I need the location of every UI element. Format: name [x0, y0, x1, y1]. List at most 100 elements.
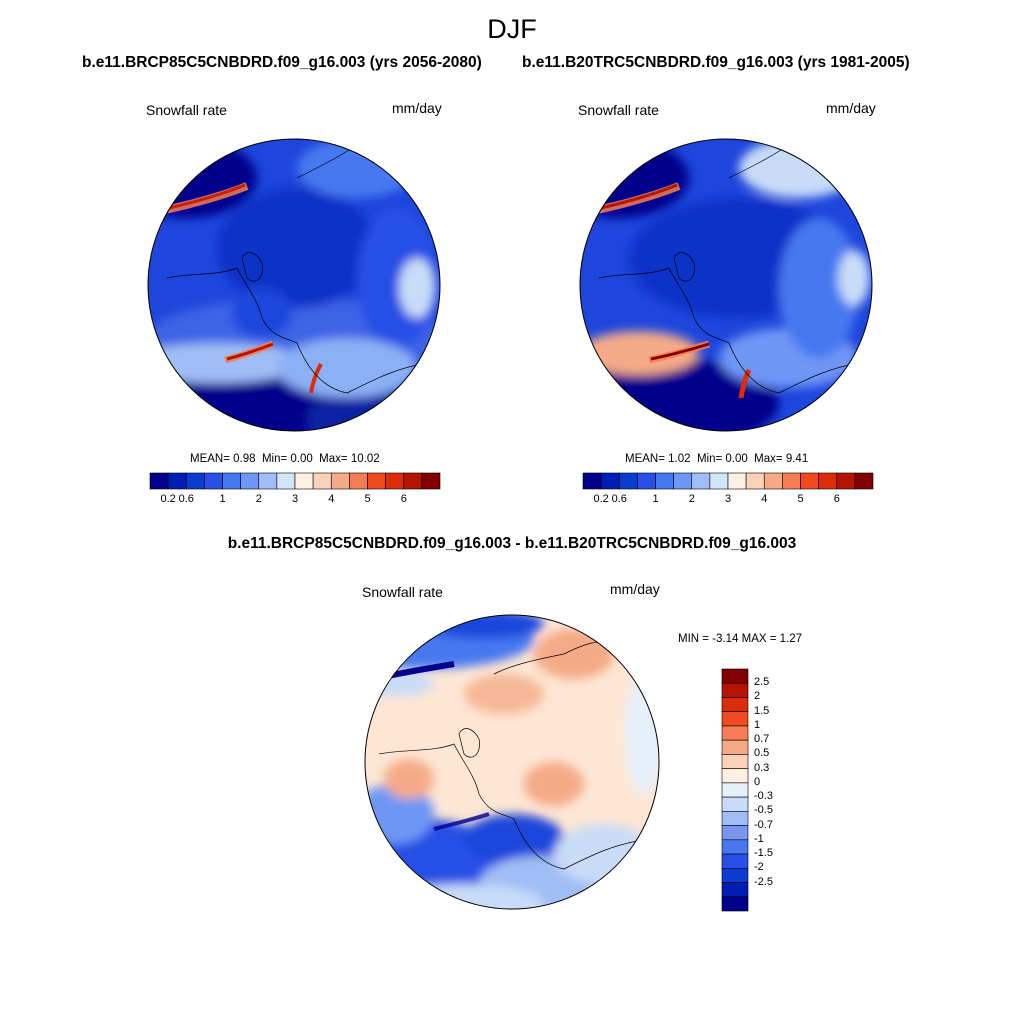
- colorbar-historical-tick-label: 4: [761, 493, 768, 505]
- map-historical: [579, 138, 873, 432]
- colorbar-historical-tick-label: 6: [833, 493, 840, 505]
- colorbar-difference-tick-label: -2: [754, 861, 764, 874]
- difference-max-value: 1.27: [779, 633, 803, 645]
- colorbar-future-swatch: [349, 472, 368, 490]
- colorbar-difference-tick-label: -0.3: [754, 790, 773, 803]
- colorbar-difference: [721, 668, 749, 912]
- colorbar-historical-ticks: 0.2 0.6 1 2 3 4 5 6: [583, 493, 873, 507]
- panel-future-units: mm/day: [392, 100, 442, 116]
- colorbar-future: [149, 472, 441, 490]
- colorbar-historical-swatch: [709, 472, 729, 490]
- colorbar-future-swatch: [421, 472, 441, 490]
- colorbar-historical-swatch: [745, 472, 765, 490]
- colorbar-difference-swatch: [721, 796, 749, 812]
- panel-historical-max-label: Max=: [754, 453, 783, 465]
- colorbar-historical-swatch: [818, 472, 838, 490]
- panel-future-mean-label: MEAN=: [190, 453, 230, 465]
- panel-historical-mean-value: 1.02: [668, 453, 691, 465]
- colorbar-difference-swatch: [721, 896, 749, 912]
- colorbar-historical-swatch: [782, 472, 801, 490]
- colorbar-future-swatch: [222, 472, 241, 490]
- season-title: DJF: [487, 14, 537, 44]
- colorbar-historical: [582, 472, 874, 490]
- colorbar-historical-swatch: [673, 472, 693, 490]
- difference-title: b.e11.BRCP85C5CNBDRD.f09_g16.003 - b.e11…: [227, 535, 797, 552]
- panel-future-max-label: Max=: [319, 453, 348, 465]
- colorbar-difference-tick-label: 1: [754, 718, 761, 731]
- colorbar-difference-tick-label: 1.5: [754, 704, 770, 717]
- panel-historical-min-value: 0.00: [725, 453, 748, 465]
- colorbar-difference-tick-label: -2.5: [754, 875, 773, 888]
- colorbar-difference-swatch: [721, 811, 749, 826]
- colorbar-difference-swatch: [721, 839, 749, 855]
- colorbar-difference-swatch: [721, 782, 749, 798]
- colorbar-future-tick-label: 3: [291, 493, 299, 505]
- panel-historical-max-value: 9.41: [785, 453, 809, 465]
- colorbar-historical-swatch: [763, 472, 783, 490]
- colorbar-difference-tick-label: 0.7: [754, 733, 770, 746]
- panel-future-min-label: Min=: [261, 453, 288, 465]
- colorbar-historical-swatch: [836, 472, 856, 490]
- colorbar-future-swatch: [149, 472, 169, 490]
- colorbar-historical-swatch: [582, 472, 602, 490]
- panel-historical-units: mm/day: [826, 100, 876, 116]
- colorbar-historical-swatch: [854, 472, 874, 490]
- colorbar-difference-tick-label: 0.5: [754, 747, 770, 760]
- colorbar-future-swatch: [294, 472, 314, 490]
- map-future: [147, 138, 441, 432]
- colorbar-difference-tick-label: -0.5: [754, 804, 773, 817]
- difference-variable: Snowfall rate: [362, 584, 443, 600]
- colorbar-future-swatch: [258, 472, 278, 490]
- colorbar-difference-tick-label: -1.5: [754, 847, 773, 860]
- colorbar-difference-swatch: [721, 882, 749, 898]
- colorbar-historical-swatch: [618, 472, 638, 490]
- colorbar-difference-tick-label: 0: [754, 775, 761, 788]
- colorbar-difference-swatch: [721, 853, 749, 869]
- colorbar-future-ticks: 0.2 0.6 1 2 3 4 5 6: [150, 493, 440, 507]
- colorbar-difference-swatch: [721, 739, 749, 755]
- colorbar-future-swatch: [385, 472, 405, 490]
- panel-historical-variable: Snowfall rate: [578, 102, 659, 118]
- colorbar-difference-tick-label: -0.7: [754, 818, 773, 831]
- colorbar-future-swatch: [167, 472, 187, 490]
- difference-stats: MIN = -3.14 MAX = 1.27: [678, 633, 802, 645]
- colorbar-difference-tick-label: 2.5: [754, 676, 770, 689]
- colorbar-difference-swatch: [721, 768, 749, 784]
- colorbar-historical-tick-label: 5: [797, 493, 804, 505]
- colorbar-difference-swatch: [721, 725, 749, 741]
- difference-min-label: MIN =: [678, 633, 709, 645]
- panel-historical-min-label: Min=: [696, 453, 723, 465]
- colorbar-future-swatch: [330, 472, 350, 490]
- colorbar-historical-tick-label: 3: [724, 493, 732, 505]
- colorbar-historical-tick-label: 1: [652, 493, 659, 505]
- colorbar-difference-ticks: 2.5 2 1.5 1 0.7 0.5 0.3 0 -0.3 -0.5 -0.7 -1 -1.5 -2 -2…: [754, 669, 794, 911]
- colorbar-historical-swatch: [655, 472, 674, 490]
- colorbar-historical-swatch: [637, 472, 656, 490]
- colorbar-future-swatch: [276, 472, 296, 490]
- colorbar-historical-swatch: [691, 472, 711, 490]
- colorbar-future-tick-label: 5: [364, 493, 371, 505]
- colorbar-difference-swatch: [721, 668, 749, 684]
- colorbar-historical-tick-label: 2: [688, 493, 695, 505]
- colorbar-future-tick-label: 2: [255, 493, 262, 505]
- colorbar-historical-swatch: [800, 472, 819, 490]
- colorbar-future-swatch: [367, 472, 386, 490]
- difference-units: mm/day: [610, 581, 660, 597]
- colorbar-future-swatch: [185, 472, 205, 490]
- colorbar-future-tick-label: 6: [400, 493, 407, 505]
- colorbar-historical-swatch: [600, 472, 620, 490]
- colorbar-difference-tick-label: 0.3: [754, 761, 770, 774]
- colorbar-difference-swatch: [721, 711, 749, 727]
- panel-future-min-value: 0.00: [290, 453, 313, 465]
- panel-historical-header: b.e11.B20TRC5CNBDRD.f09_g16.003 (yrs 198…: [522, 54, 910, 71]
- colorbar-difference-swatch: [721, 867, 749, 883]
- panel-historical-stats: MEAN= 1.02 Min= 0.00 Max= 9.41: [625, 453, 808, 465]
- colorbar-historical-tick-label: 0.6: [611, 493, 627, 505]
- panel-historical-mean-label: MEAN=: [625, 453, 665, 465]
- colorbar-future-tick-label: 0.6: [178, 493, 194, 505]
- colorbar-future-swatch: [312, 472, 332, 490]
- colorbar-difference-swatch: [721, 697, 749, 713]
- colorbar-difference-swatch: [721, 682, 749, 698]
- panel-future-stats: MEAN= 0.98 Min= 0.00 Max= 10.02: [190, 453, 380, 465]
- panel-future-mean-value: 0.98: [233, 453, 256, 465]
